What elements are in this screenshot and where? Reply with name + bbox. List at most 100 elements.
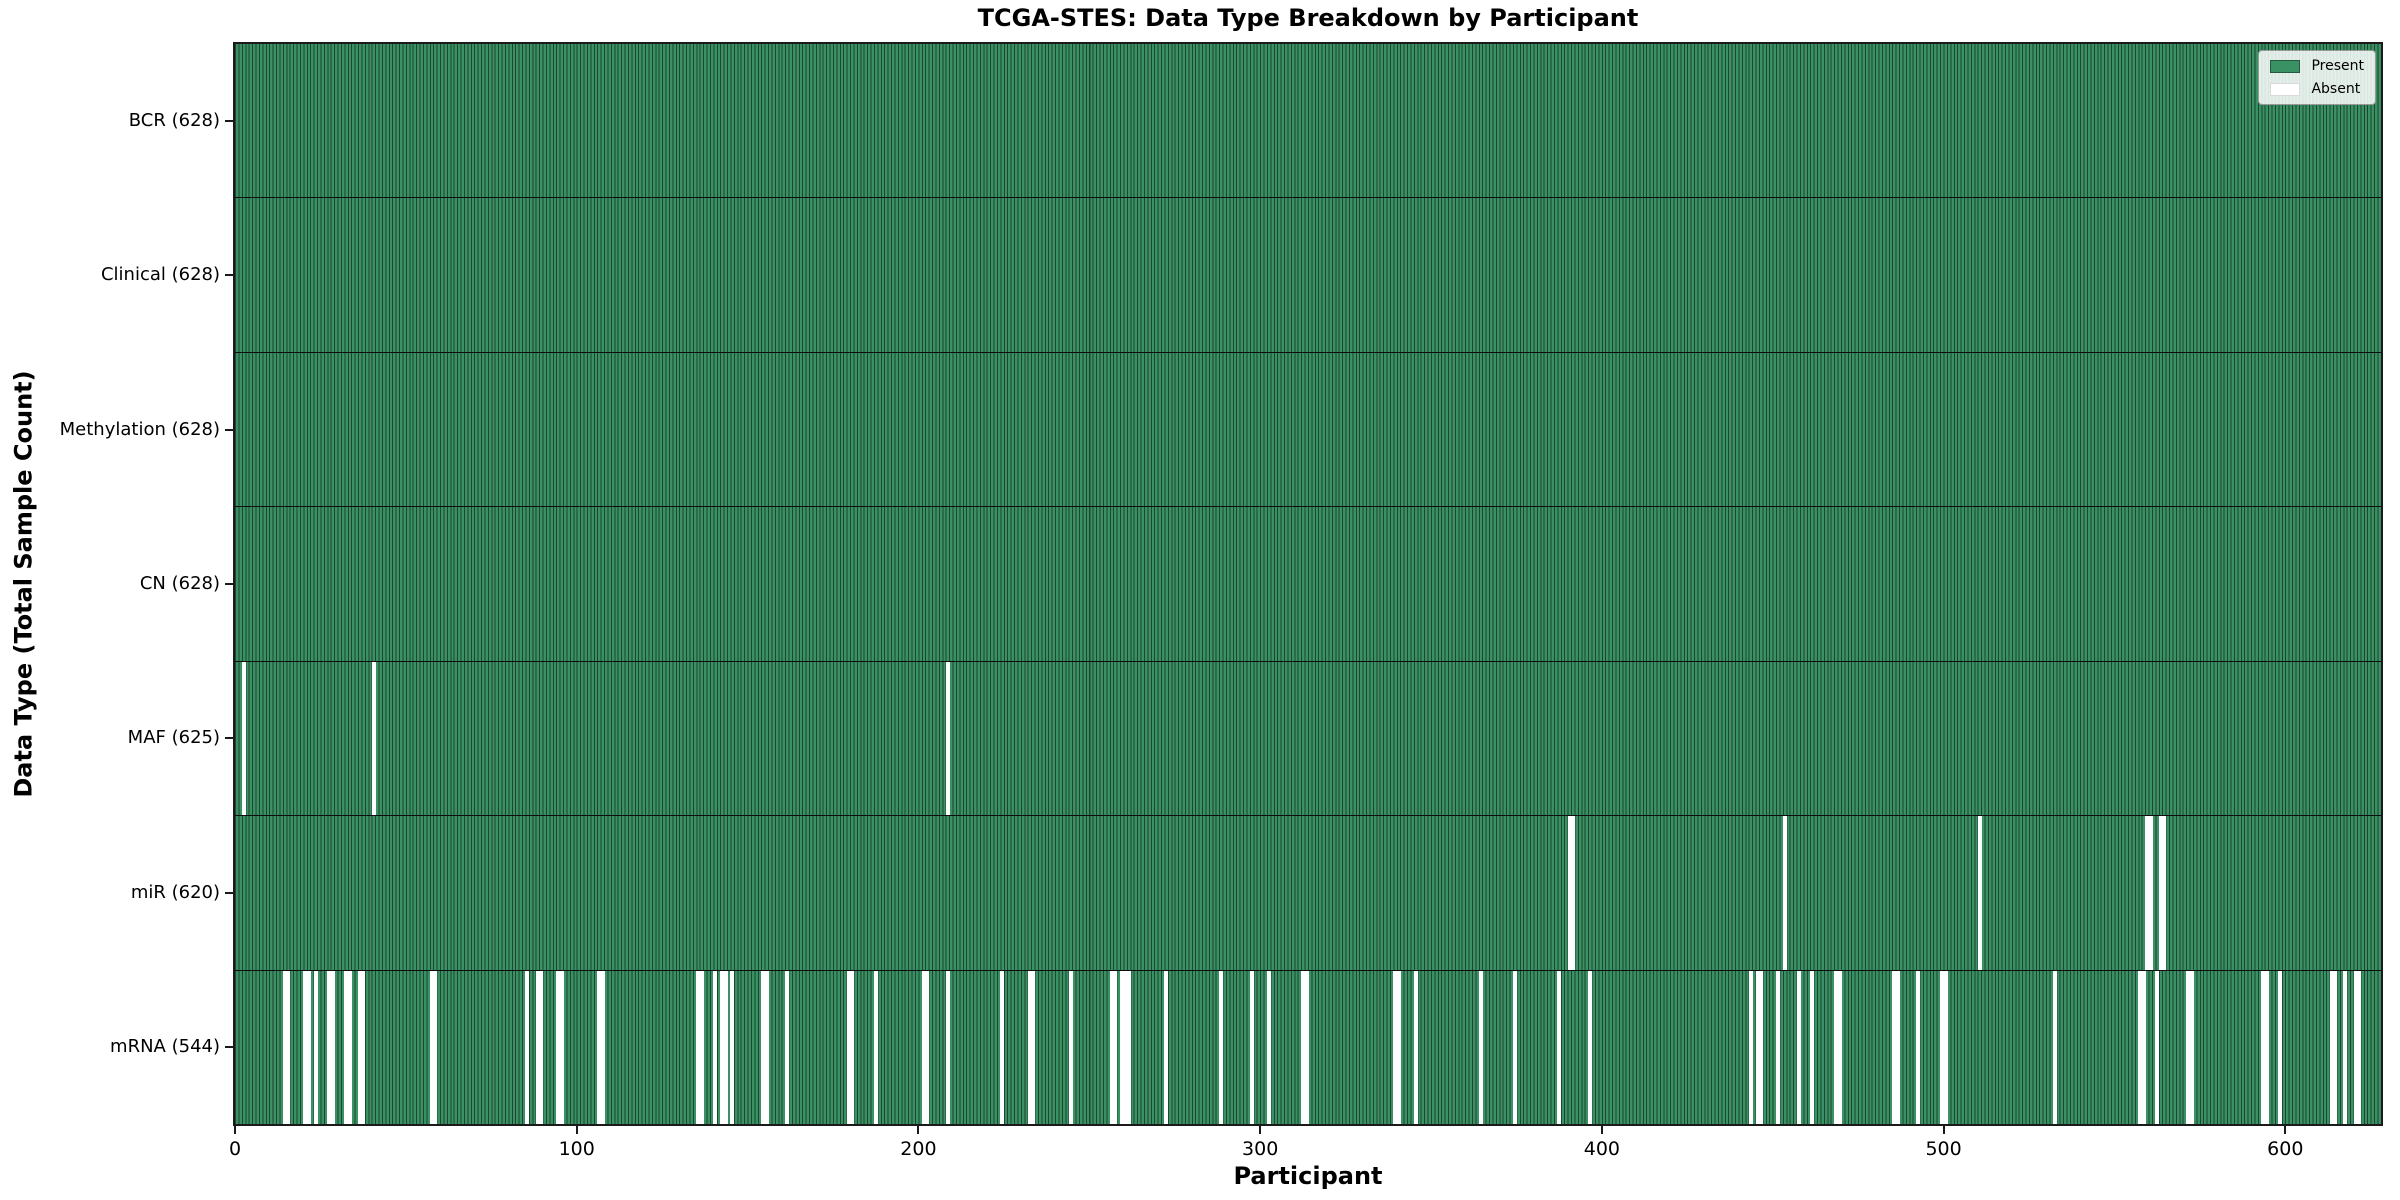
x-tick-label-100: 100 [558, 1138, 595, 1160]
absent-mark [2353, 970, 2358, 1124]
heatmap-row-BCR [235, 44, 2381, 199]
absent-mark [1837, 970, 1842, 1124]
heatmap-row-Methylation [235, 352, 2381, 508]
absent-mark [282, 970, 287, 1124]
y-tick-label-miR: miR (620) [130, 881, 220, 903]
x-tick-mark [234, 1126, 236, 1134]
absent-mark [361, 970, 366, 1124]
absent-mark [1834, 970, 1839, 1124]
x-tick-mark [575, 1126, 578, 1134]
absent-mark [874, 970, 879, 1124]
heatmap-row-mRNA [235, 970, 2381, 1124]
y-tick-label-Methylation: Methylation (628) [59, 418, 220, 440]
absent-mark [1249, 970, 1254, 1124]
legend-present-label: Present [2311, 58, 2364, 74]
absent-mark [2278, 970, 2283, 1124]
absent-mark [1120, 970, 1125, 1124]
absent-mark [327, 970, 332, 1124]
absent-mark [2162, 816, 2167, 970]
y-tick-mark [225, 428, 233, 431]
absent-mark [1977, 816, 1982, 970]
absent-mark [2186, 970, 2191, 1124]
absent-mark [330, 970, 335, 1124]
absent-mark [1916, 970, 1921, 1124]
absent-mark [713, 970, 718, 1124]
absent-mark [2052, 970, 2057, 1124]
absent-mark [303, 970, 308, 1124]
absent-mark [1027, 970, 1032, 1124]
absent-mark [344, 970, 349, 1124]
absent-mark [945, 970, 950, 1124]
legend: Present Absent [2258, 50, 2376, 105]
absent-mark [1413, 970, 1418, 1124]
absent-mark [785, 970, 790, 1124]
absent-mark [1776, 970, 1781, 1124]
absent-mark [1031, 970, 1036, 1124]
x-tick-mark [1942, 1126, 1945, 1134]
absent-mark [1304, 970, 1309, 1124]
absent-mark [850, 970, 855, 1124]
heatmap-row-miR [235, 816, 2381, 971]
absent-mark [525, 970, 530, 1124]
heatmap-row-Clinical [235, 198, 2381, 353]
absent-mark [556, 970, 561, 1124]
y-tick-mark [225, 1045, 233, 1048]
y-tick-label-BCR: BCR (628) [128, 110, 220, 132]
absent-mark [1000, 970, 1005, 1124]
absent-mark [347, 970, 352, 1124]
absent-mark [2189, 970, 2194, 1124]
y-tick-mark [225, 583, 233, 585]
absent-mark [1895, 970, 1900, 1124]
absent-mark [1759, 970, 1764, 1124]
absent-mark [764, 970, 769, 1124]
absent-mark [1109, 970, 1114, 1124]
x-tick-label-200: 200 [900, 1138, 937, 1160]
absent-mark [2357, 970, 2362, 1124]
absent-mark [1478, 970, 1483, 1124]
absent-mark [2138, 970, 2143, 1124]
absent-mark [1943, 970, 1948, 1124]
absent-mark [1571, 816, 1576, 970]
x-tick-label-0: 0 [228, 1138, 242, 1160]
x-tick-label-400: 400 [1583, 1138, 1621, 1160]
absent-mark [1164, 970, 1169, 1124]
y-tick-label-Clinical: Clinical (628) [100, 264, 220, 286]
plot-area: Present Absent [233, 42, 2383, 1126]
absent-mark [539, 970, 544, 1124]
absent-mark [925, 970, 930, 1124]
absent-mark [1567, 816, 1572, 970]
heatmap-row-CN [235, 507, 2381, 662]
x-tick-mark [1600, 1126, 1603, 1134]
absent-mark [1219, 970, 1224, 1124]
absent-mark [921, 970, 926, 1124]
absent-mark [1301, 970, 1306, 1124]
absent-mark [600, 970, 605, 1124]
absent-mark [2329, 970, 2334, 1124]
absent-mark [1796, 970, 1801, 1124]
absent-mark [2158, 816, 2163, 970]
absent-mark [286, 970, 291, 1124]
chart-title: TCGA-STES: Data Type Breakdown by Partic… [977, 4, 1639, 32]
absent-mark [1588, 970, 1593, 1124]
absent-mark [559, 970, 564, 1124]
y-tick-mark [225, 120, 233, 123]
absent-mark [1068, 970, 1073, 1124]
absent-mark [696, 970, 701, 1124]
absent-mark [945, 661, 950, 816]
y-tick-mark [225, 891, 233, 894]
absent-swatch-icon [2270, 82, 2301, 96]
absent-mark [2141, 970, 2146, 1124]
absent-mark [2145, 816, 2150, 970]
legend-item-present: Present [2270, 58, 2364, 74]
absent-mark [2261, 970, 2266, 1124]
x-tick-mark [2284, 1126, 2287, 1134]
x-tick-mark [1259, 1126, 1262, 1134]
absent-mark [1123, 970, 1128, 1124]
absent-mark [1113, 970, 1118, 1124]
absent-mark [1810, 970, 1815, 1124]
absent-mark [1755, 970, 1760, 1124]
y-tick-label-MAF: MAF (625) [127, 727, 220, 749]
absent-mark [358, 970, 363, 1124]
absent-mark [2333, 970, 2338, 1124]
y-tick-label-mRNA: mRNA (544) [110, 1035, 220, 1057]
